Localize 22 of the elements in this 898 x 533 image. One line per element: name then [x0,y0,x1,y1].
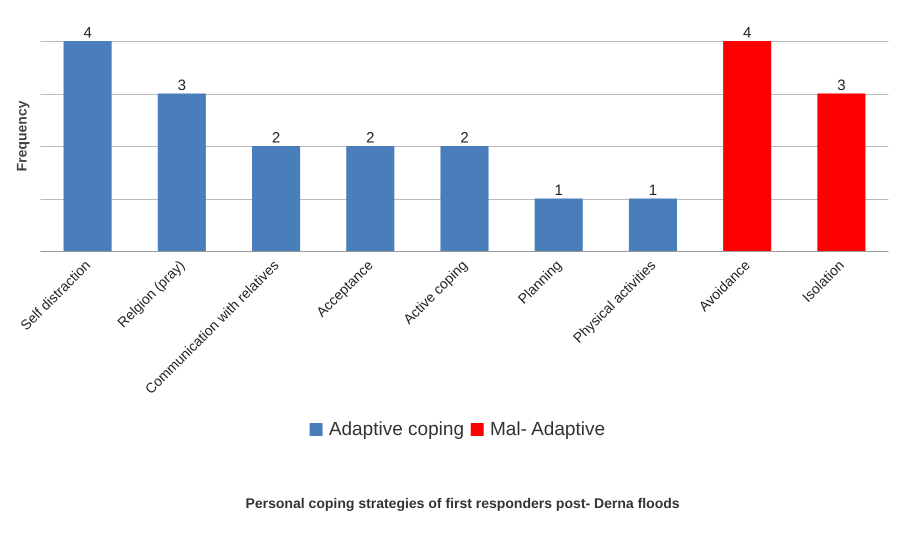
legend-label: Mal- Adaptive [490,419,606,440]
bar [346,146,394,252]
y-axis-title: Frequency [14,100,30,172]
bar [252,146,300,252]
data-label: 3 [837,77,846,94]
data-label: 4 [83,24,92,42]
bar [440,146,489,252]
data-label: 2 [272,130,280,146]
data-label: 1 [554,182,563,199]
data-label: 3 [178,77,186,94]
data-label: 1 [648,182,658,199]
bar [817,94,866,252]
bar [158,94,206,252]
text: Personal coping strategies of first responders post- Derna floods [246,495,680,512]
legend-label: Adaptive coping [328,419,464,440]
bar [723,41,772,252]
bar [64,41,112,252]
data-label: 4 [742,24,752,42]
bar [628,198,677,252]
bar [534,198,583,252]
data-label: 2 [366,130,374,146]
data-label: 2 [460,130,469,146]
